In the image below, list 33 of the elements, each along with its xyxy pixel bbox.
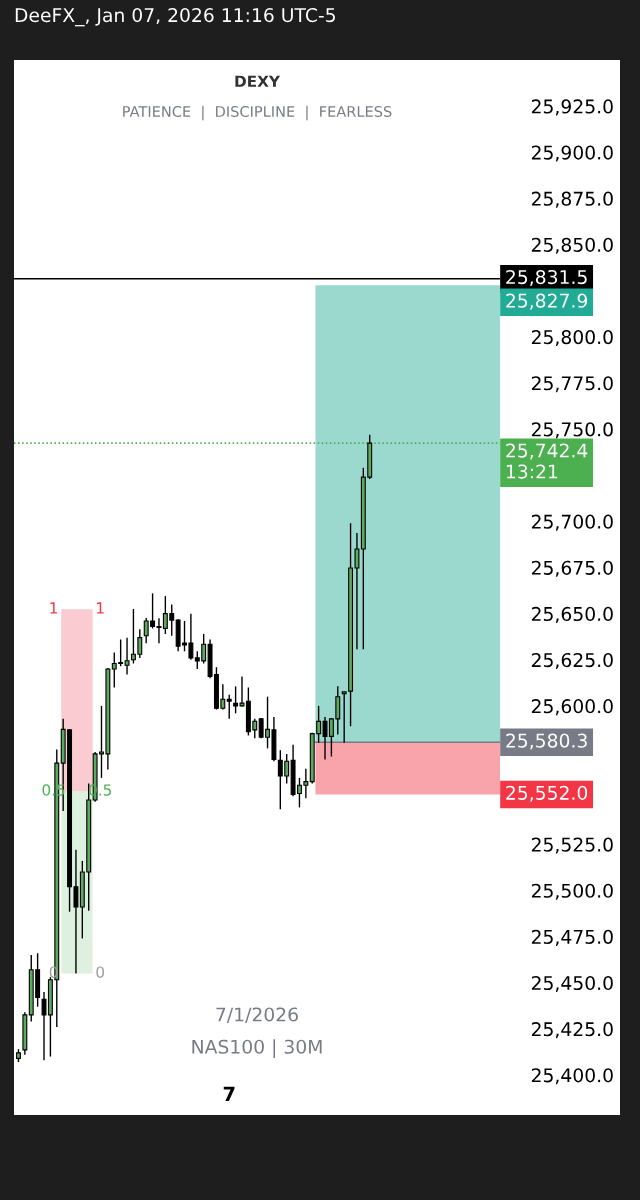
y-tick-label: 25,475.0 bbox=[531, 929, 613, 946]
y-tick-label: 25,600.0 bbox=[531, 699, 613, 716]
annotation: 7/1/2026 bbox=[216, 1007, 298, 1024]
y-tick-label: 25,625.0 bbox=[531, 652, 613, 670]
y-tick-label: 25,425.0 bbox=[531, 1022, 613, 1039]
y-tick-label: 25,775.0 bbox=[531, 376, 613, 393]
annotation: 0 bbox=[96, 966, 105, 978]
x-tick-label: 7 bbox=[223, 1086, 235, 1101]
y-tick-label: 25,900.0 bbox=[531, 145, 613, 162]
y-tick-label: 25,450.0 bbox=[531, 975, 613, 993]
text: DeeFX_, Jan 07, 2026 11:16 UTC-5 bbox=[15, 8, 335, 27]
y-tick-label: 25,700.0 bbox=[531, 514, 613, 531]
ref-line-label: 25,831.5 bbox=[506, 269, 587, 287]
annotation: 1 bbox=[97, 602, 104, 614]
y-tick-label: 25,875.0 bbox=[531, 191, 613, 208]
candlestick bbox=[226, 694, 232, 720]
ref-line-label: 25,742.4 13:21 bbox=[506, 443, 588, 479]
y-tick-label: 25,650.0 bbox=[531, 606, 613, 623]
y-tick-label: 25,400.0 bbox=[531, 1068, 613, 1085]
y-tick-label: 25,850.0 bbox=[531, 237, 613, 254]
annotation: 1 bbox=[50, 602, 58, 614]
text: DEXY bbox=[235, 75, 281, 87]
y-tick-label: 25,500.0 bbox=[531, 883, 613, 900]
y-tick-label: 25,800.0 bbox=[531, 330, 613, 347]
band-label: 25,552.0 bbox=[506, 785, 588, 802]
y-tick-label: 25,925.0 bbox=[531, 99, 613, 116]
y-tick-label: 25,525.0 bbox=[531, 837, 613, 854]
annotation: NAS100 | 30M bbox=[192, 1039, 322, 1058]
y-tick-label: 25,750.0 bbox=[531, 422, 613, 439]
band-label: 25,827.9 bbox=[506, 293, 588, 310]
y-tick-label: 25,675.0 bbox=[531, 560, 613, 577]
text: PATIENCE | DISCIPLINE | FEARLESS bbox=[123, 105, 392, 121]
ref-line-label: 25,580.3 bbox=[506, 733, 587, 750]
